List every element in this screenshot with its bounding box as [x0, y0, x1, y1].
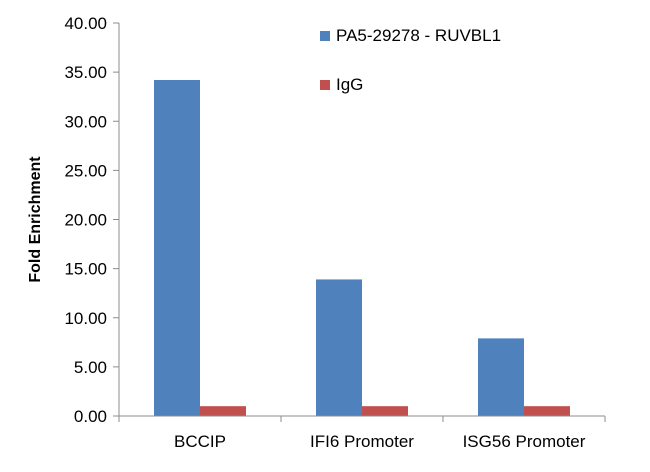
- y-tick-label: 15.00: [64, 260, 107, 279]
- bar-bccip-igg: [200, 406, 246, 416]
- bar-isg56-promoter-igg: [524, 406, 570, 416]
- y-tick-label: 25.00: [64, 161, 107, 180]
- y-tick-label: 30.00: [64, 112, 107, 131]
- legend: PA5-29278 - RUVBL1 IgG: [320, 26, 501, 94]
- y-tick-label: 0.00: [74, 407, 107, 426]
- x-tick-label: IFI6 Promoter: [310, 432, 414, 451]
- y-tick-label: 20.00: [64, 211, 107, 230]
- legend-label-igg: IgG: [336, 75, 363, 94]
- bar-bccip-pa5-29278-ruvbl1: [154, 79, 200, 417]
- legend-swatch-pa5-29278-ruvbl1: [320, 31, 330, 41]
- y-tick-label: 35.00: [64, 63, 107, 82]
- bar-ifi6-promoter-igg: [362, 406, 408, 416]
- bars-layer: [154, 79, 570, 417]
- x-tick-label: BCCIP: [174, 432, 226, 451]
- y-tick-label: 10.00: [64, 309, 107, 328]
- y-axis-ticks: 0.00 5.00 10.00 15.00 20.00 25.00 30.00 35.00 40…: [64, 14, 119, 426]
- y-axis-title: Fold Enrichment: [27, 156, 44, 283]
- x-tick-label: ISG56 Promoter: [463, 432, 586, 451]
- bar-ifi6-promoter-pa5-29278-ruvbl1: [316, 279, 362, 416]
- legend-label-pa5-29278-ruvbl1: PA5-29278 - RUVBL1: [336, 26, 501, 45]
- y-tick-label: 5.00: [74, 358, 107, 377]
- legend-swatch-igg: [320, 80, 330, 90]
- y-tick-label: 40.00: [64, 14, 107, 33]
- x-axis-ticks: BCCIP IFI6 Promoter ISG56 Promoter: [118, 416, 606, 451]
- bar-isg56-promoter-pa5-29278-ruvbl1: [478, 338, 524, 416]
